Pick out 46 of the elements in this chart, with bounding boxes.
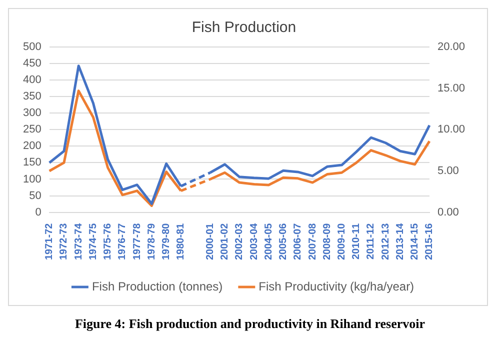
y-tick-label: 450 — [22, 58, 42, 70]
x-tick-label: 1975-76 — [102, 222, 114, 260]
x-tick-label: 1978-79 — [146, 222, 158, 260]
x-tick-label: 2003-04 — [248, 222, 260, 260]
x-tick-label: 2012-13 — [380, 222, 392, 260]
x-tick-label: 2005-06 — [278, 222, 290, 260]
legend-label: Fish Production (tonnes) — [92, 279, 223, 294]
chart-title: Fish Production — [192, 19, 296, 36]
y2-tick-label: 15.00 — [437, 82, 466, 94]
x-tick-label: 2006-07 — [292, 222, 304, 260]
x-tick-label: 2014-15 — [410, 222, 421, 260]
y2-tick-label: 20.00 — [437, 41, 466, 54]
caption: Figure 4: Fish production and productivity in Rihand reservoir — [74, 316, 426, 332]
y2-tick-label: 5.00 — [437, 165, 459, 178]
y-tick-label: 500 — [22, 41, 42, 54]
y-tick-label: 200 — [22, 140, 42, 152]
y2-tick-label: 0.00 — [437, 206, 459, 218]
x-tick-label: 1971-72 — [44, 222, 56, 260]
x-tick-label: 1972-73 — [58, 222, 70, 260]
x-tick-label: 2002-03 — [234, 222, 246, 260]
legend-label: Fish Productivity (kg/ha/year) — [258, 279, 414, 294]
x-tick-label: 2009-10 — [336, 222, 348, 260]
x-tick-label: 1980-81 — [176, 222, 187, 260]
x-tick-label: 2010-11 — [351, 222, 362, 260]
y-tick-label: 350 — [22, 90, 42, 103]
x-tick-label: 2008-09 — [322, 222, 333, 260]
x-tick-label: 2015-16 — [424, 222, 436, 260]
x-tick-label: 2004-05 — [263, 222, 274, 260]
y-tick-label: 0 — [35, 206, 42, 218]
x-tick-label: 1977-78 — [132, 222, 143, 260]
y-tick-label: 50 — [29, 190, 42, 202]
x-tick-label: 2001-02 — [220, 222, 231, 260]
y-tick-label: 100 — [22, 173, 42, 186]
x-tick-label: 1979-80 — [161, 222, 172, 260]
y-tick-label: 250 — [22, 124, 42, 136]
y-tick-label: 150 — [22, 156, 42, 169]
x-tick-label: 2007-08 — [307, 222, 318, 260]
x-tick-label: 2013-14 — [394, 222, 406, 260]
x-tick-label: 1974-75 — [88, 222, 99, 260]
y-tick-label: 300 — [22, 107, 42, 120]
x-tick-label: 1976-77 — [117, 222, 128, 260]
y-tick-label: 400 — [22, 74, 42, 86]
y2-tick-label: 10.00 — [437, 124, 466, 136]
x-tick-label: 2000-01 — [204, 222, 216, 260]
x-tick-label: 2011-12 — [366, 222, 377, 260]
x-tick-label: 1973-74 — [73, 222, 84, 260]
